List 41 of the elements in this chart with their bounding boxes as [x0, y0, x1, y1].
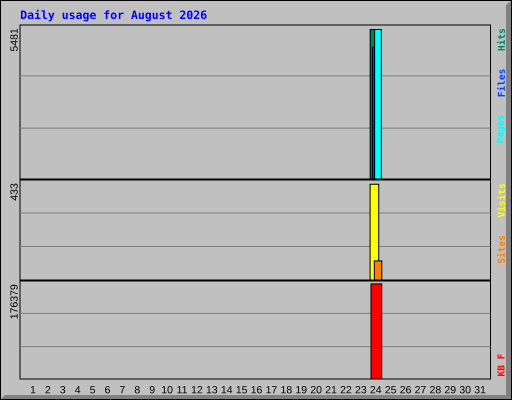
- x-tick-label: 1: [30, 386, 36, 394]
- x-tick-label: 18: [281, 386, 292, 394]
- x-tick-label: 30: [460, 386, 471, 394]
- x-tick-label: 29: [444, 386, 456, 394]
- text: KB F: [498, 354, 504, 376]
- x-tick-label: 24: [370, 386, 382, 394]
- text: Visits: [497, 184, 505, 218]
- text: 176379: [10, 284, 18, 318]
- text: 433: [10, 184, 18, 200]
- x-tick-label: 7: [120, 386, 125, 394]
- x-tick-label: 25: [385, 386, 396, 394]
- x-tick-label: 17: [266, 386, 277, 394]
- x-tick-label: 20: [310, 386, 322, 394]
- text: Sites: [497, 236, 505, 264]
- x-tick-label: 2: [45, 386, 50, 394]
- x-tick-label: 31: [474, 386, 486, 394]
- x-tick-label: 13: [206, 386, 218, 394]
- x-tick-label: 16: [251, 386, 262, 394]
- x-tick-label: 27: [415, 386, 426, 394]
- x-tick-label: 19: [296, 386, 307, 394]
- chart-title: Daily usage for August 2026: [20, 10, 206, 22]
- x-tick-label: 11: [177, 386, 187, 394]
- x-tick-label: 28: [430, 386, 441, 394]
- x-tick-label: 21: [326, 386, 336, 394]
- text: Files: [497, 69, 505, 96]
- x-tick-label: 9: [150, 386, 155, 394]
- text: Hits: [497, 28, 505, 50]
- x-tick-label: 4: [74, 386, 80, 394]
- x-tick-label: 22: [340, 386, 352, 394]
- x-tick-label: 5: [90, 386, 96, 394]
- x-tick-label: 3: [60, 386, 66, 394]
- text: Pages: [496, 116, 506, 143]
- x-tick-label: 8: [134, 386, 140, 394]
- x-tick-label: 15: [236, 386, 248, 394]
- x-tick-label: 26: [400, 386, 411, 394]
- x-tick-label: 23: [356, 386, 366, 394]
- text: 5481: [10, 28, 18, 52]
- x-tick-label: 14: [222, 386, 232, 394]
- x-tick-label: 12: [192, 386, 202, 394]
- x-tick-label: 6: [105, 386, 110, 394]
- x-tick-label: 10: [162, 386, 173, 394]
